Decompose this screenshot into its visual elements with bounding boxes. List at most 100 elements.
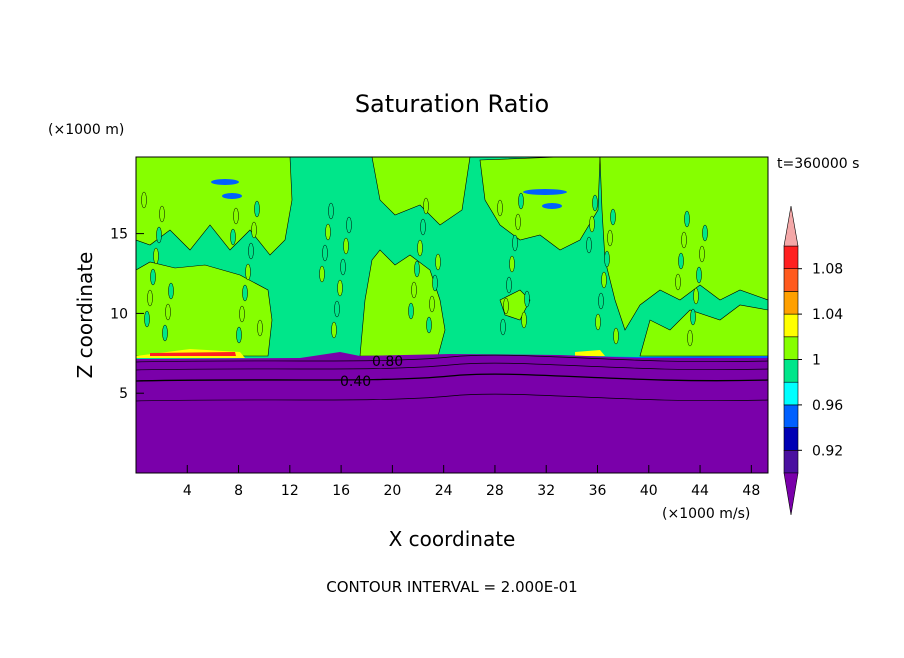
field-region [141,191,147,209]
colorbar-band [783,291,799,315]
field-region [690,308,696,326]
field-region [542,203,562,209]
x-tick-label: 32 [537,483,555,499]
field-region [512,234,518,252]
plot-frame [135,156,769,474]
field-region [639,304,768,357]
time-label: t=360000 s [777,156,859,172]
y-unit: (×1000 m) [48,122,124,138]
field-region [589,215,595,233]
x-tick-label: 44 [691,483,709,499]
field-region [248,242,254,260]
field-region [702,224,708,242]
field-region [150,268,156,286]
field-region [575,350,605,356]
field-region [245,263,251,281]
contour-field: 0.800.40 [136,157,768,473]
field-region [607,229,613,247]
x-tick-label: 48 [742,483,760,499]
field-region [222,193,242,199]
chart-title: Saturation Ratio [355,90,549,118]
field-region [592,194,598,212]
field-region [242,284,248,302]
x-tick-label: 4 [183,483,192,499]
colorbar-band [783,381,799,406]
field-region [165,303,171,321]
field-region [147,289,153,307]
field-region [331,321,337,339]
colorbar-tick-label: 0.96 [812,398,843,414]
field-region [426,316,432,334]
field-region [684,210,690,228]
field-region [322,244,328,262]
field-region [328,202,334,220]
field-region [144,310,150,328]
field-region [334,300,340,318]
field-region [681,231,687,249]
contour-line [136,393,768,402]
field-region [503,297,509,315]
field-region [523,189,567,195]
field-region [150,352,236,356]
field-region [411,281,417,299]
colorbar-band [783,245,799,270]
field-region [319,265,325,283]
x-tick-label: 16 [332,483,350,499]
colorbar-tick-label: 1.08 [812,262,843,278]
field-region [598,292,604,310]
field-region [168,282,174,300]
contour-line [136,373,768,382]
field-region [696,266,702,284]
field-region [420,218,426,236]
colorbar-band [783,336,799,360]
field-region [236,326,242,344]
field-region [687,329,693,347]
field-region [429,295,435,313]
x-tick-label: 36 [589,483,607,499]
contour-label: 0.80 [372,354,403,370]
x-tick-label: 28 [486,483,504,499]
colorbar-band [783,427,799,451]
contour-line [136,362,768,371]
x-axis-label: X coordinate [389,527,516,551]
field-region [693,287,699,305]
field-region [346,216,352,234]
field-region [601,271,607,289]
contour-line [136,354,768,363]
field-region [613,327,619,345]
field-region [610,208,616,226]
field-region [251,221,257,239]
y-tick-label: 5 [119,386,128,402]
field-region [586,236,592,254]
colorbar-tick-label: 1.04 [812,307,843,323]
field-region [479,157,601,251]
y-axis-label: Z coordinate [73,252,97,379]
field-region [159,205,165,223]
field-region [432,274,438,292]
colorbar-tick-label: 0.92 [812,443,843,459]
colorbar-band [783,449,799,474]
x-tick-label: 20 [383,483,401,499]
field-region [500,318,506,336]
field-region [506,276,512,294]
field-region [675,273,681,291]
contour-label: 0.40 [340,374,371,390]
field-region [515,213,521,231]
y-tick-label: 10 [110,306,128,322]
field-region [254,200,260,218]
field-region [153,247,159,265]
field-region [678,252,684,270]
field-region [371,157,471,226]
field-region [417,239,423,257]
field-region [521,311,527,329]
field-region [233,207,239,225]
field-region [595,313,601,331]
x-tick-label: 8 [234,483,243,499]
field-region [136,352,768,473]
field-region [230,228,236,246]
field-region [340,258,346,276]
x-unit: (×1000 m/s) [662,506,750,522]
field-region [435,253,441,271]
field-region [337,279,343,297]
field-region [211,179,239,185]
